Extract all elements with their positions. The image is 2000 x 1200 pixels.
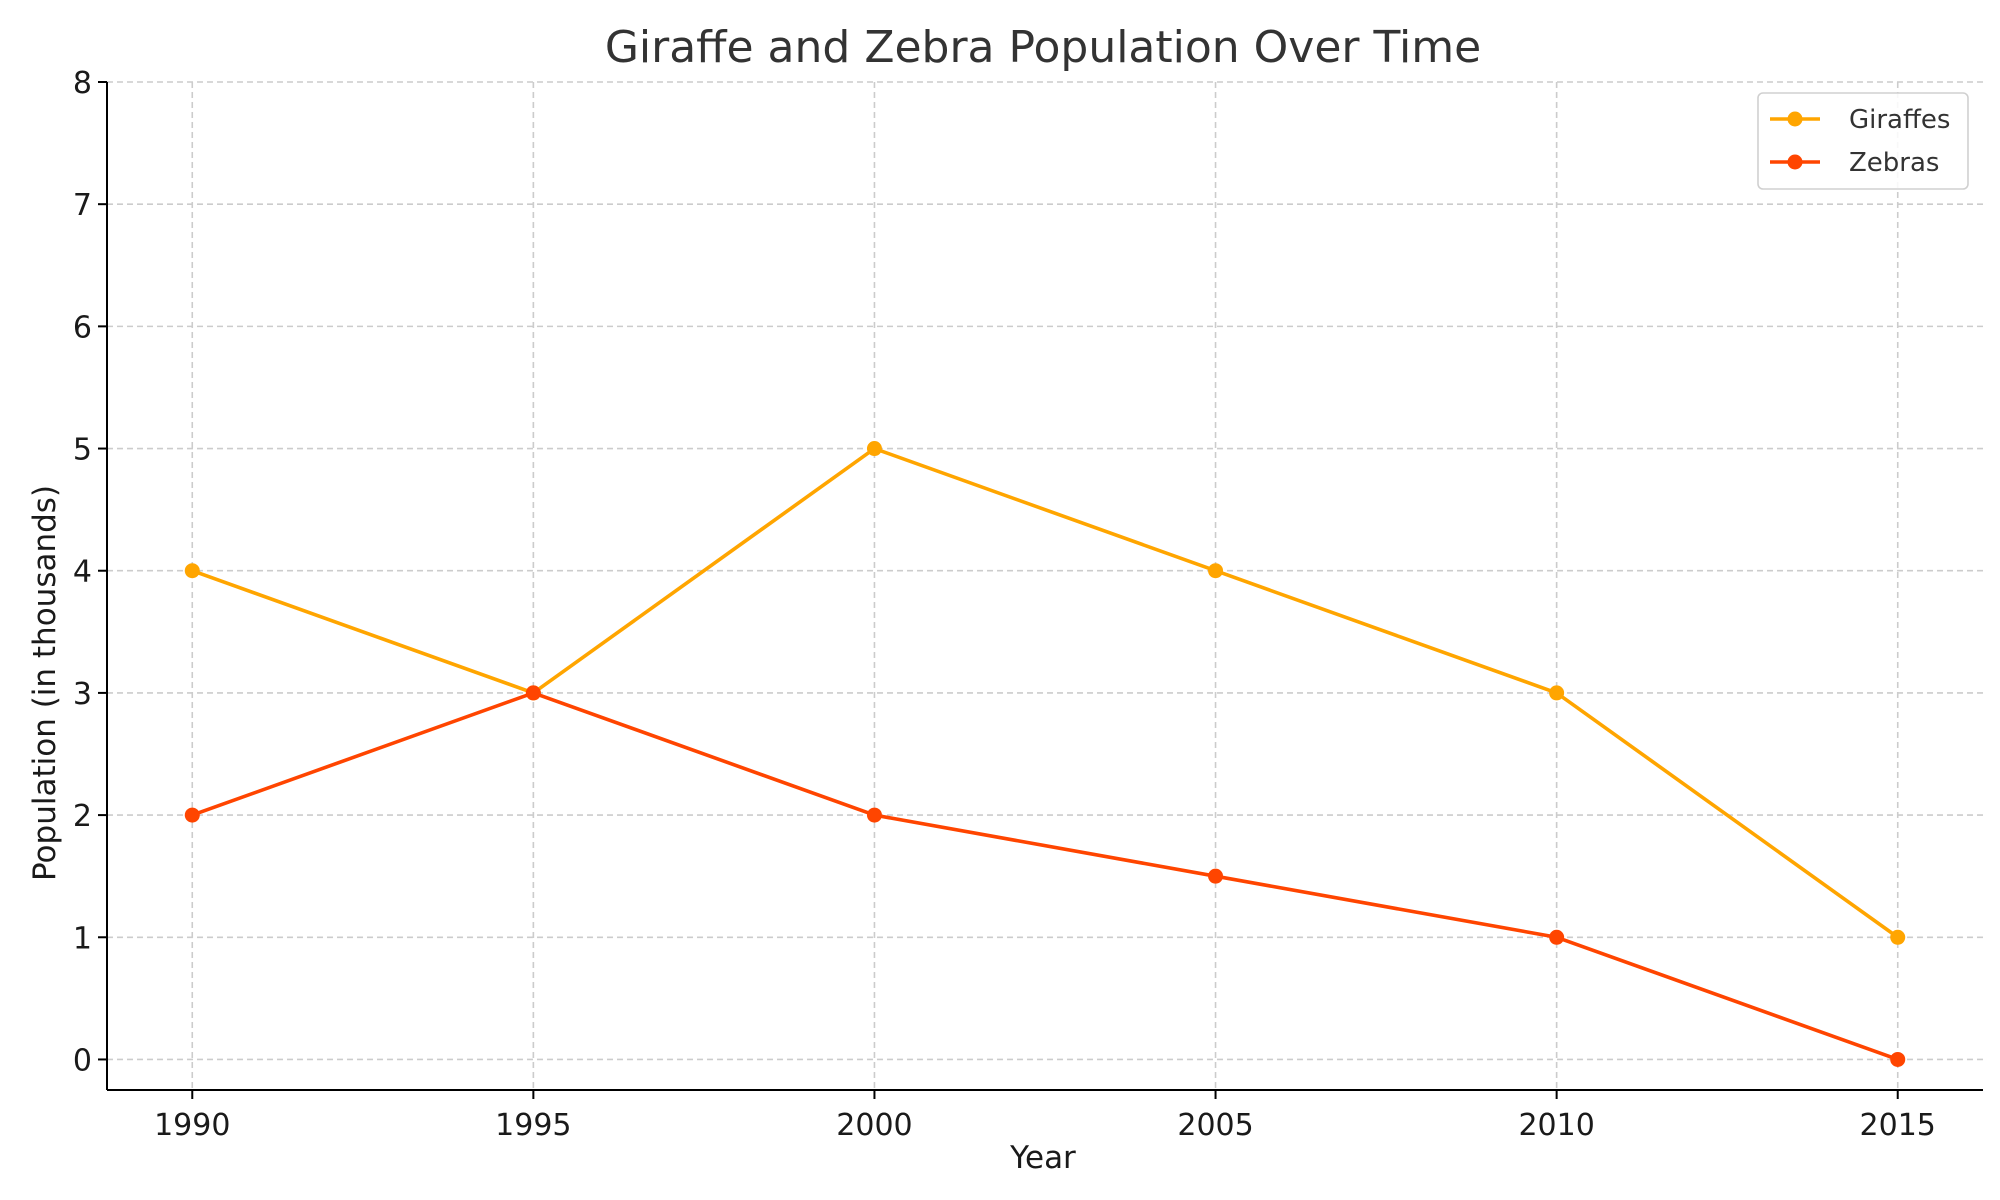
y-tick-label: 2 bbox=[73, 799, 92, 834]
x-tick-label: 1995 bbox=[495, 1108, 571, 1143]
series-line-giraffes bbox=[191, 446, 1899, 939]
data-point-zebras bbox=[1549, 929, 1565, 945]
x-tick-label: 2010 bbox=[1518, 1108, 1594, 1143]
data-point-zebras bbox=[184, 807, 200, 823]
axes bbox=[106, 82, 1983, 1091]
x-tick-label: 1990 bbox=[154, 1108, 230, 1143]
legend-label-zebras: Zebras bbox=[1849, 148, 1939, 178]
legend: Giraffes Zebras bbox=[1757, 92, 1969, 190]
legend-marker-giraffes bbox=[1787, 111, 1803, 127]
data-point-giraffes bbox=[1208, 563, 1224, 579]
grid-lines bbox=[107, 81, 1983, 1090]
y-axis-label: Population (in thousands) bbox=[27, 485, 63, 881]
data-point-giraffes bbox=[1549, 685, 1565, 701]
y-tick-label: 1 bbox=[73, 921, 92, 956]
legend-label-giraffes: Giraffes bbox=[1849, 105, 1950, 135]
y-axis-ticks: 0 1 2 3 4 5 6 7 8 bbox=[73, 66, 107, 1078]
data-point-zebras bbox=[1890, 1051, 1906, 1067]
data-point-zebras bbox=[1208, 868, 1224, 884]
series-group bbox=[184, 441, 1906, 1067]
data-point-giraffes bbox=[866, 441, 882, 457]
y-tick-label: 8 bbox=[73, 66, 92, 101]
x-axis-label: Year bbox=[1009, 1140, 1076, 1176]
y-tick-label: 7 bbox=[73, 188, 92, 223]
x-tick-label: 2005 bbox=[1177, 1108, 1253, 1143]
data-point-giraffes bbox=[184, 563, 200, 579]
data-point-giraffes bbox=[1890, 929, 1906, 945]
x-axis-ticks: 1990 1995 2000 2005 2010 2015 bbox=[154, 1090, 1936, 1143]
legend-marker-zebras bbox=[1787, 154, 1803, 170]
y-tick-label: 3 bbox=[73, 677, 92, 712]
chart-title: Giraffe and Zebra Population Over Time bbox=[605, 22, 1481, 73]
series-line-zebras bbox=[191, 691, 1899, 1062]
x-tick-label: 2000 bbox=[836, 1108, 912, 1143]
y-tick-label: 0 bbox=[73, 1043, 92, 1078]
y-tick-label: 6 bbox=[73, 310, 92, 345]
data-point-zebras bbox=[866, 807, 882, 823]
data-point-zebras bbox=[525, 685, 541, 701]
x-tick-label: 2015 bbox=[1860, 1108, 1936, 1143]
legend-box bbox=[1757, 92, 1969, 190]
y-tick-label: 4 bbox=[73, 555, 92, 590]
y-tick-label: 5 bbox=[73, 433, 92, 468]
